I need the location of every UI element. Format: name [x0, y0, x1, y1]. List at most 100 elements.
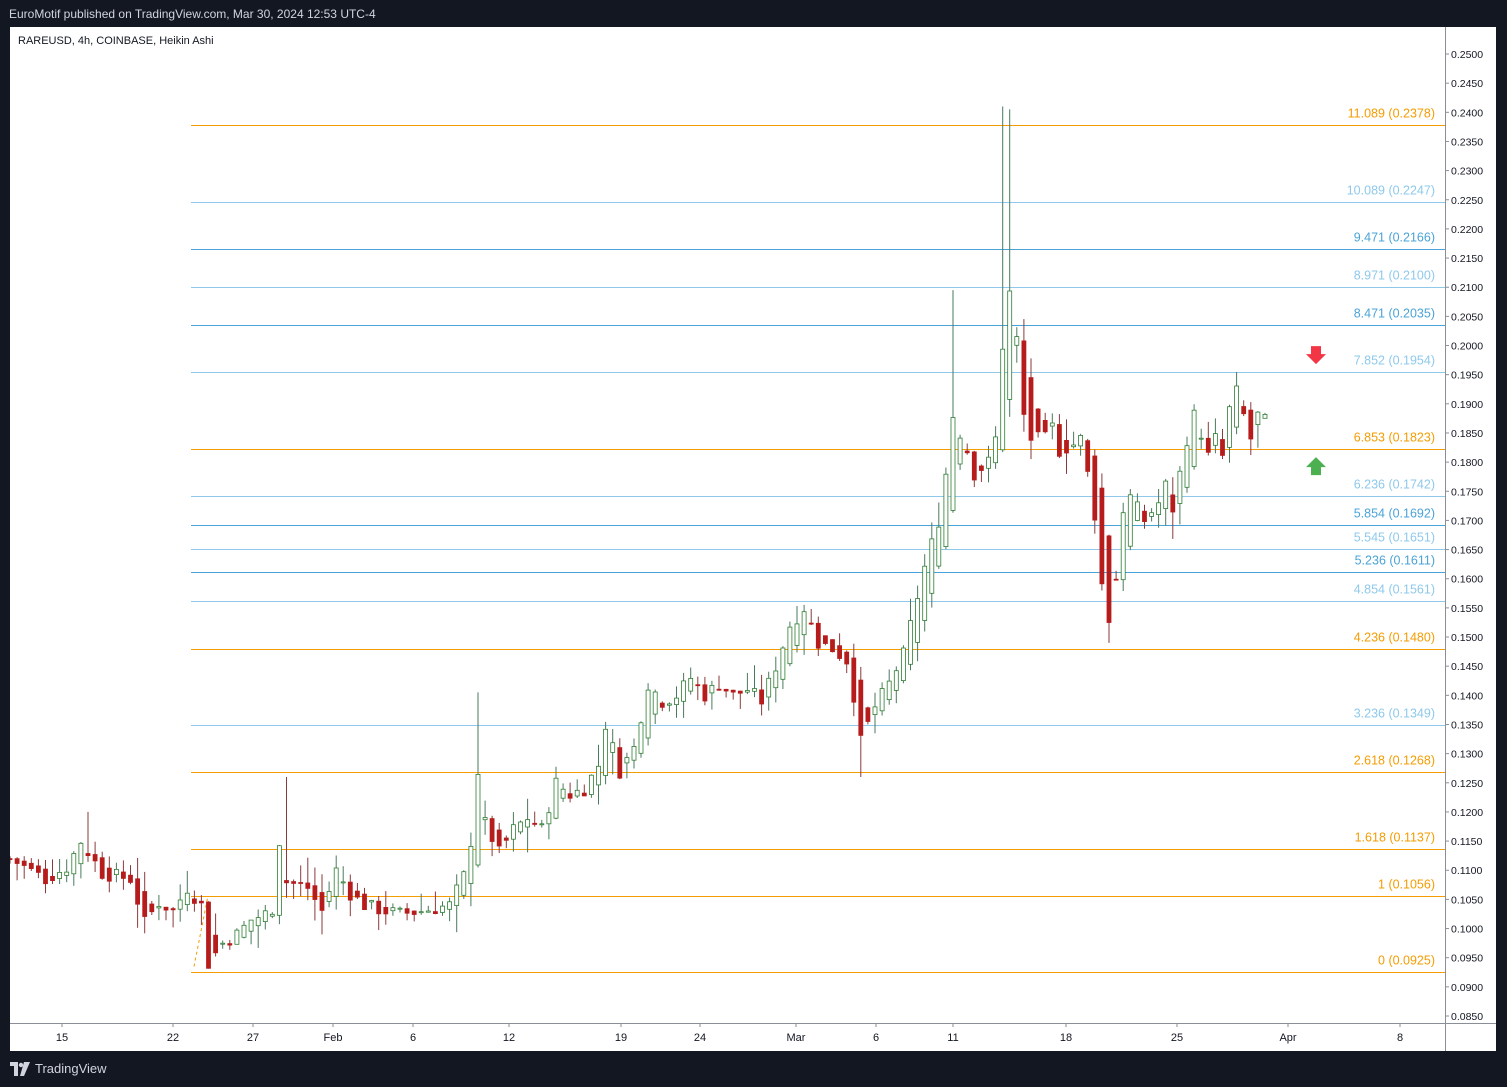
candle-body: [227, 943, 233, 946]
candle-body: [1248, 409, 1254, 440]
candle-177: [1262, 412, 1268, 419]
candle-51: [369, 899, 375, 910]
y-tick-14: 0.1800: [1451, 457, 1483, 469]
candle-body: [177, 899, 183, 910]
y-tick-3: 0.2350: [1451, 136, 1483, 148]
candle-body: [454, 884, 460, 907]
candle-body: [745, 690, 750, 693]
candle-body: [879, 688, 885, 712]
candle-body: [305, 882, 311, 889]
candle-body: [993, 436, 998, 464]
candle-86: [617, 738, 623, 780]
candle-9: [71, 851, 77, 886]
candle-160: [1142, 504, 1147, 529]
candle-113: [808, 609, 814, 625]
candle-body: [1262, 413, 1268, 419]
candle-body: [1113, 578, 1119, 581]
candle-67: [482, 800, 488, 835]
candle-body: [908, 620, 913, 665]
candle-61: [440, 901, 445, 916]
candle-93: [667, 702, 672, 712]
candle-body: [865, 707, 871, 722]
candle-body: [1099, 487, 1105, 585]
candle-body: [121, 871, 126, 879]
chart-frame[interactable]: RAREUSD, 4h, COINBASE, Heikin Ashi 11.08…: [10, 27, 1496, 1051]
y-tick-27: 0.1150: [1451, 836, 1482, 848]
candle-body: [369, 900, 375, 903]
candle-body: [404, 908, 410, 914]
candle-body: [1198, 437, 1204, 440]
candle-body: [1255, 411, 1261, 426]
tradingview-brand: TradingView: [35, 1061, 107, 1076]
candle-body: [659, 702, 665, 708]
candle-111: [794, 606, 800, 653]
candle-70: [503, 835, 509, 849]
candle-161: [1149, 508, 1154, 522]
candle-body: [1071, 444, 1076, 448]
candle-71: [510, 812, 516, 852]
candle-body: [1205, 437, 1211, 453]
candle-body: [1127, 494, 1133, 547]
fib-label-2: 9.471 (0.2166): [1354, 231, 1435, 245]
candle-132: [943, 467, 949, 550]
candle-90: [645, 683, 651, 746]
candle-63: [454, 874, 460, 933]
fib-label-14: 2.618 (0.1268): [1354, 754, 1435, 768]
fib-levels: 11.089 (0.2378) 10.089 (0.2247) 9.471 (0.2…: [191, 107, 1445, 973]
candle-body: [645, 689, 651, 739]
candle-92: [659, 701, 665, 712]
candle-body: [518, 821, 523, 833]
candle-47: [340, 866, 346, 896]
candle-body: [773, 670, 779, 689]
candle-body: [248, 919, 254, 932]
candle-body: [979, 465, 984, 471]
candle-38: [276, 845, 282, 925]
chart-canvas[interactable]: 11.089 (0.2378) 10.089 (0.2247) 9.471 (0.2…: [10, 27, 1496, 1051]
candle-46: [333, 855, 339, 910]
candle-11: [85, 811, 91, 862]
candle-body: [759, 689, 764, 705]
x-tick-10: 11: [947, 1032, 958, 1044]
candle-101: [723, 688, 729, 698]
candle-21: [156, 895, 162, 921]
candle-26: [191, 890, 197, 912]
candle-body: [71, 853, 77, 875]
candle-body: [823, 635, 828, 644]
candle-94: [674, 686, 679, 718]
candle-body: [631, 746, 637, 761]
candle-body: [638, 722, 644, 754]
candle-body: [390, 907, 396, 912]
candle-body: [10, 858, 13, 860]
candle-body: [1135, 501, 1140, 521]
candle-body: [681, 680, 686, 702]
candle-139: [993, 426, 998, 469]
publish-header: EuroMotif published on TradingView.com, …: [0, 0, 1507, 27]
y-tick-8: 0.2100: [1451, 282, 1483, 294]
candle-78: [560, 783, 566, 802]
candle-body: [844, 651, 850, 665]
candle-body: [432, 911, 438, 914]
candle-body: [64, 871, 70, 876]
candle-body: [92, 854, 98, 862]
tradingview-logo[interactable]: TradingView: [10, 1061, 107, 1076]
candle-body: [411, 910, 417, 915]
candle-56: [404, 903, 410, 921]
candle-167: [1191, 404, 1197, 470]
candle-body: [815, 622, 821, 649]
candle-123: [879, 682, 885, 716]
candle-68: [489, 815, 495, 857]
candle-36: [262, 905, 268, 930]
x-tick-13: Apr: [1279, 1032, 1296, 1044]
candle-141: [1007, 109, 1013, 417]
candle-body: [114, 869, 119, 876]
candle-173: [1234, 372, 1239, 435]
signal-arrows: [1306, 346, 1326, 476]
candle-85: [610, 729, 616, 775]
candle-body: [971, 451, 977, 481]
y-tick-19: 0.1550: [1451, 603, 1483, 615]
candle-40: [291, 879, 297, 899]
candle-body: [617, 747, 623, 779]
candle-body: [57, 872, 62, 879]
y-tick-7: 0.2150: [1451, 253, 1483, 265]
candle-72: [518, 820, 523, 835]
